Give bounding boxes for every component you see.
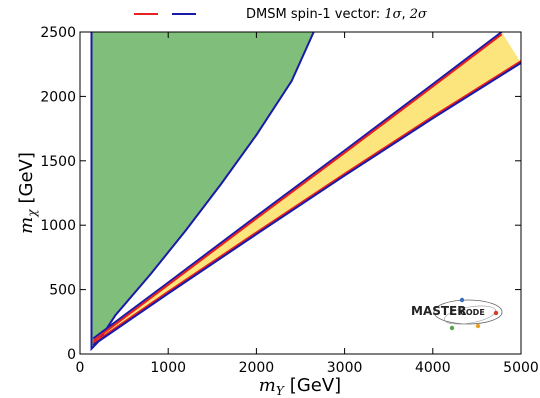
x-tick-label: 0 [76, 360, 85, 376]
yellow-band [93, 32, 521, 345]
y-tick-label: 2500 [40, 25, 76, 41]
x-tick-label: 5000 [503, 360, 539, 376]
green-region-2sigma-border [90, 32, 315, 352]
band-lower-1sigma-line [92, 60, 521, 345]
plot-frame [79, 31, 522, 355]
legend-label: DMSM spin-1 vector: 1σ, 2σ [246, 7, 428, 22]
y-tick-label: 0 [67, 347, 76, 363]
y-tick-label: 2000 [40, 89, 76, 105]
logo-small-text: CODE [460, 308, 485, 317]
x-tick-label: 4000 [415, 360, 451, 376]
band-upper-1sigma-line [92, 33, 503, 342]
x-axis-title: mY [GeV] [259, 375, 341, 398]
legend-sigma1: 1σ [384, 7, 402, 22]
x-axis: 0 1000 2000 3000 4000 5000 [76, 32, 539, 376]
mastercode-logo: MASTER CODE [411, 297, 503, 331]
x-tick-label: 3000 [327, 360, 363, 376]
legend-sigma2: 2σ [409, 7, 428, 22]
x-tick-label: 1000 [150, 360, 186, 376]
band-lower-2sigma-line [92, 62, 521, 346]
legend: DMSM spin-1 vector: 1σ, 2σ [134, 7, 428, 22]
y-tick-label: 1500 [40, 154, 76, 170]
plot-area [90, 32, 521, 352]
y-tick-label: 1000 [40, 218, 76, 234]
y-axis-title: mχ[GeV] [16, 152, 39, 234]
legend-text: DMSM spin-1 vector: [246, 7, 384, 22]
x-tick-label: 2000 [239, 360, 275, 376]
y-axis: 0 500 1000 1500 2000 2500 [40, 25, 521, 363]
band-upper-2sigma-line [92, 32, 503, 340]
y-tick-label: 500 [49, 283, 76, 299]
logo-main-text: MASTER [411, 304, 467, 318]
green-region [91, 32, 314, 349]
